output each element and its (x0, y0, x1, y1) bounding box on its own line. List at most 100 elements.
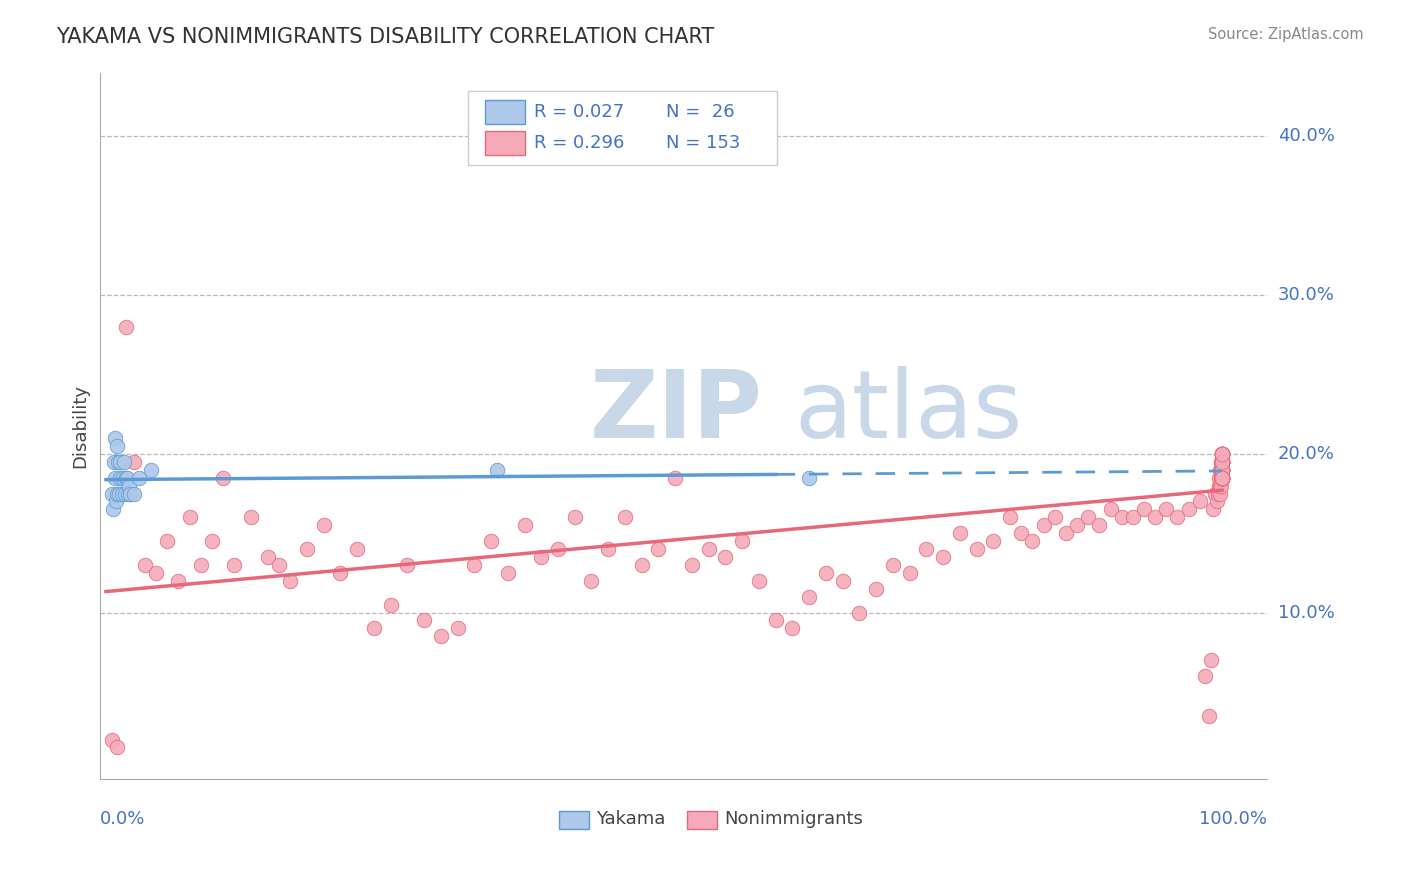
Point (108, 486, 131, 500)
Point (201, 534, 224, 549)
Text: Yakama: Yakama (596, 811, 665, 829)
Point (115, 319, 138, 334)
Point (479, 534, 502, 549)
Point (430, 629, 453, 643)
Point (1177, 502, 1199, 516)
Point (1211, 447, 1233, 461)
Text: 20.0%: 20.0% (1278, 445, 1334, 463)
Point (1211, 447, 1233, 461)
Point (167, 574, 190, 588)
Point (1010, 526, 1032, 541)
Point (134, 558, 156, 572)
Point (1211, 463, 1233, 477)
Point (312, 518, 335, 533)
Text: 40.0%: 40.0% (1278, 128, 1334, 145)
Point (748, 574, 770, 588)
Text: 30.0%: 30.0% (1278, 286, 1334, 304)
Point (1054, 526, 1077, 541)
Point (1199, 653, 1222, 667)
Point (1211, 455, 1233, 469)
Point (1211, 455, 1233, 469)
Text: Nonimmigrants: Nonimmigrants (724, 811, 863, 829)
Point (1209, 470, 1232, 484)
Point (145, 566, 167, 580)
FancyBboxPatch shape (485, 100, 524, 124)
Point (1211, 470, 1233, 484)
Point (1211, 455, 1233, 469)
Point (295, 542, 318, 557)
Point (1211, 470, 1233, 484)
Point (647, 542, 669, 557)
Point (1211, 470, 1233, 484)
Point (1211, 447, 1233, 461)
Point (1166, 510, 1188, 524)
Point (513, 518, 536, 533)
Point (256, 549, 278, 564)
Point (1211, 470, 1233, 484)
FancyBboxPatch shape (688, 811, 717, 830)
Point (120, 486, 142, 500)
Text: N =  26: N = 26 (666, 103, 735, 120)
Text: ZIP: ZIP (591, 366, 763, 458)
Point (831, 574, 853, 588)
Text: 100.0%: 100.0% (1199, 810, 1267, 828)
Point (115, 470, 138, 484)
Point (915, 542, 938, 557)
Point (1211, 455, 1233, 469)
Point (117, 486, 139, 500)
Point (1156, 502, 1178, 516)
Point (797, 470, 820, 484)
Point (1211, 463, 1233, 477)
Text: 0.0%: 0.0% (100, 810, 146, 828)
Point (1211, 455, 1233, 469)
Point (814, 566, 837, 580)
Point (1211, 470, 1233, 484)
Point (114, 486, 136, 500)
Point (1211, 470, 1233, 484)
Point (101, 502, 124, 516)
Point (1206, 486, 1229, 500)
Point (1211, 470, 1233, 484)
Point (1211, 455, 1233, 469)
Point (104, 494, 127, 508)
Point (1211, 455, 1233, 469)
FancyBboxPatch shape (468, 91, 778, 165)
Point (731, 534, 754, 549)
Point (1208, 470, 1230, 484)
Point (1209, 463, 1232, 477)
Text: YAKAMA VS NONIMMIGRANTS DISABILITY CORRELATION CHART: YAKAMA VS NONIMMIGRANTS DISABILITY CORRE… (56, 27, 714, 46)
Point (1111, 510, 1133, 524)
Point (1211, 455, 1233, 469)
Point (1211, 447, 1233, 461)
Point (1211, 463, 1233, 477)
Point (1211, 455, 1233, 469)
Point (1066, 518, 1088, 533)
Point (1211, 455, 1233, 469)
Point (1211, 463, 1233, 477)
Point (104, 431, 127, 445)
Point (681, 558, 703, 572)
Point (1211, 455, 1233, 469)
Point (1211, 470, 1233, 484)
Point (1088, 518, 1111, 533)
Point (446, 621, 468, 635)
Point (1211, 463, 1233, 477)
Point (664, 470, 686, 484)
Point (1209, 478, 1232, 492)
Point (363, 621, 385, 635)
Point (1211, 455, 1233, 469)
Point (1211, 470, 1233, 484)
Point (613, 510, 636, 524)
Point (463, 558, 485, 572)
Point (179, 510, 201, 524)
Point (1043, 510, 1066, 524)
Point (122, 455, 145, 469)
Point (1211, 455, 1233, 469)
Point (1122, 510, 1144, 524)
Point (128, 470, 150, 484)
Point (329, 566, 352, 580)
Point (1211, 470, 1233, 484)
Point (898, 566, 921, 580)
Point (547, 542, 569, 557)
Point (848, 606, 870, 620)
